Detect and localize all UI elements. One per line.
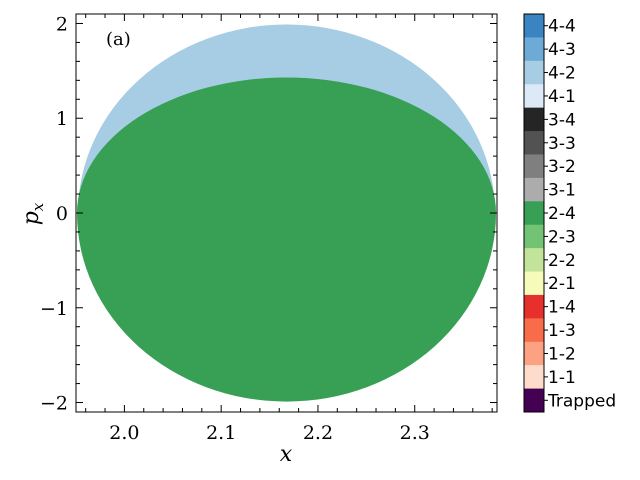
colorbar-swatch-3-3 bbox=[524, 131, 544, 155]
colorbar-label: 2-1 bbox=[548, 274, 576, 294]
x-tick-label: 2.2 bbox=[303, 422, 333, 444]
colorbar-swatch-1-1 bbox=[524, 365, 544, 389]
colorbar-swatch-4-4 bbox=[524, 14, 544, 38]
region-2-4 bbox=[76, 77, 497, 402]
colorbar-label: 2-3 bbox=[548, 227, 576, 247]
colorbar-swatch-1-3 bbox=[524, 318, 544, 343]
colorbar-label: 1-4 bbox=[548, 298, 576, 318]
panel-label: (a) bbox=[106, 29, 131, 50]
colorbar-swatch-3-2 bbox=[524, 154, 544, 179]
colorbar-label: 4-4 bbox=[548, 17, 576, 37]
colorbar-label: 3-1 bbox=[548, 181, 576, 201]
colorbar-swatch-1-2 bbox=[524, 341, 544, 366]
colorbar-swatch-1-4 bbox=[524, 294, 544, 319]
colorbar-swatch-3-1 bbox=[524, 177, 544, 202]
colorbar-swatch-2-1 bbox=[524, 271, 544, 296]
colorbar-label: 4-1 bbox=[548, 87, 576, 107]
colorbar-label: 1-3 bbox=[548, 321, 576, 341]
colorbar-label: 3-2 bbox=[548, 157, 576, 177]
colorbar-swatch-4-2 bbox=[524, 60, 544, 85]
colorbar-swatch-3-4 bbox=[524, 107, 544, 132]
colorbar-label: 3-4 bbox=[548, 110, 576, 130]
colorbar-swatch-2-3 bbox=[524, 224, 544, 249]
colorbar-swatch-2-4 bbox=[524, 201, 544, 226]
data-regions bbox=[76, 24, 497, 402]
y-axis-label: px bbox=[19, 202, 47, 225]
x-tick-label: 2.1 bbox=[206, 422, 236, 444]
colorbar-swatch-4-1 bbox=[524, 84, 544, 109]
colorbar-frame bbox=[523, 13, 545, 413]
colorbar-swatch-2-2 bbox=[524, 248, 544, 272]
y-tick-label: 2 bbox=[56, 13, 68, 35]
y-tick-label: 0 bbox=[56, 203, 68, 225]
colorbar-swatch-4-3 bbox=[524, 37, 544, 62]
colorbar-label: 1-1 bbox=[548, 368, 576, 388]
plot-frame bbox=[75, 13, 498, 413]
colorbar: 4-4 4-3 4-2 4-1 3-4 3-3 3-2 3-1 2-4 2-3 2-2 2-1 1-4 1… bbox=[523, 13, 616, 413]
colorbar-label: Trapped bbox=[547, 391, 616, 411]
axis-ticks: 2.0 2.1 2.2 2.3 2 1 0 −1 −2 bbox=[40, 13, 497, 444]
x-tick-label: 2.3 bbox=[400, 422, 430, 444]
colorbar-label: 1-2 bbox=[548, 344, 576, 364]
y-axis-label-subscript: x bbox=[29, 202, 47, 211]
colorbar-label: 3-3 bbox=[548, 134, 576, 154]
colorbar-swatch-Trapped bbox=[524, 388, 544, 413]
colorbar-label: 2-4 bbox=[548, 204, 576, 224]
x-axis-label: x bbox=[280, 442, 293, 467]
colorbar-label: 2-2 bbox=[548, 251, 576, 271]
x-tick-label: 2.0 bbox=[109, 422, 139, 444]
colorbar-label: 4-3 bbox=[548, 40, 576, 60]
y-tick-label: −2 bbox=[40, 393, 68, 415]
colorbar-label: 4-2 bbox=[548, 64, 576, 84]
y-tick-label: −1 bbox=[40, 298, 68, 320]
y-tick-label: 1 bbox=[56, 108, 68, 130]
y-axis-label-base: p bbox=[19, 211, 44, 225]
